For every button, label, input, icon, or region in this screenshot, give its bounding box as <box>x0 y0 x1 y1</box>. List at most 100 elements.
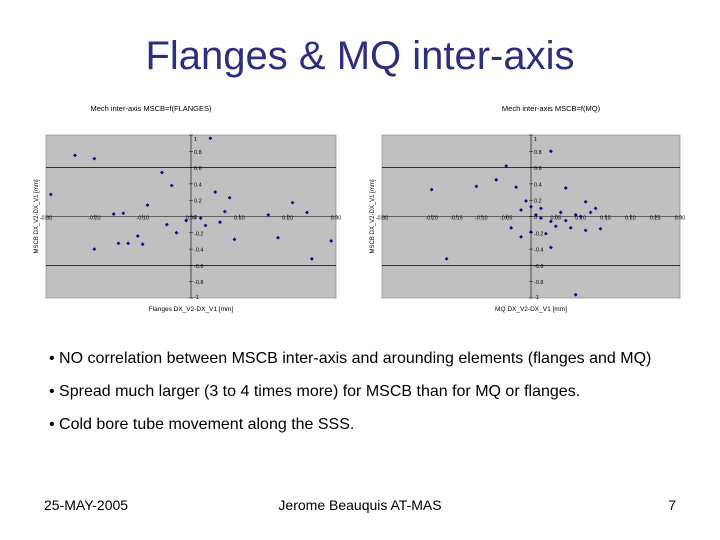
y-tick-label: 0.2 <box>534 199 542 205</box>
data-point <box>121 211 126 216</box>
y-tick-label: 0.8 <box>194 150 202 156</box>
data-point <box>598 226 603 231</box>
data-point <box>198 216 203 221</box>
data-point <box>534 212 538 217</box>
y-axis-label: MSCB DX_V2-DX_V1 [mm] <box>370 179 376 253</box>
y-tick-label: 1 <box>534 137 537 143</box>
x-tick-label: 0.15 <box>600 216 611 222</box>
data-point <box>519 208 523 212</box>
y-tick-label: -0.8 <box>534 280 543 286</box>
x-tick-label: -0.20 <box>88 216 101 222</box>
x-tick-label: 0.20 <box>282 216 293 222</box>
data-point <box>203 223 208 228</box>
data-point <box>429 187 434 192</box>
data-point <box>169 183 174 188</box>
x-tick-label: -0.05 <box>500 216 513 222</box>
chart-title: Mech inter-axis MSCB=f(FLANGES) <box>90 104 212 113</box>
data-point <box>184 218 189 223</box>
data-point <box>583 199 588 204</box>
data-point <box>266 212 271 217</box>
data-point <box>164 222 169 227</box>
data-point <box>92 247 97 251</box>
y-tick-label: 0 <box>534 215 537 221</box>
data-point <box>509 226 514 230</box>
y-tick-label: 0 <box>194 215 197 221</box>
y-tick-label: -0.8 <box>194 280 203 286</box>
data-point <box>558 210 563 215</box>
x-tick-label: -0.30 <box>376 216 389 222</box>
data-point <box>519 234 523 239</box>
slide-title: Flanges & MQ inter-axis <box>145 34 575 78</box>
data-point <box>305 210 309 215</box>
data-point <box>329 239 334 243</box>
data-point <box>548 149 553 154</box>
data-point <box>48 192 53 197</box>
data-point <box>539 216 543 221</box>
data-point <box>290 200 295 205</box>
data-point <box>309 256 314 261</box>
footer-date: 25-MAY-2005 <box>44 497 129 513</box>
scatter-chart-flanges: Mech inter-axis MSCB=f(FLANGES) -1 -0.8 -0.… <box>34 104 342 313</box>
data-point <box>548 245 553 250</box>
data-point <box>573 212 578 217</box>
x-tick-label: 0.30 <box>331 216 342 222</box>
y-tick-label: -0.2 <box>194 231 203 237</box>
bullet-item: • NO correlation between MSCB inter-axis… <box>49 350 652 367</box>
data-point <box>222 209 227 214</box>
chart-flanges: Mech inter-axis MSCB=f(FLANGES) -1 -0.8 -0.… <box>30 100 344 325</box>
chart-title: Mech inter-axis MSCB=f(MQ) <box>502 104 601 113</box>
y-tick-label: 0.6 <box>194 166 202 172</box>
data-point <box>218 220 222 225</box>
data-point <box>504 164 509 168</box>
y-tick-label: -0.4 <box>534 248 543 254</box>
data-point <box>563 218 568 223</box>
data-point <box>539 206 543 211</box>
y-tick-label: -0.6 <box>194 264 203 270</box>
data-point <box>474 184 479 189</box>
y-tick-label: -0.6 <box>534 264 543 270</box>
data-point <box>160 170 164 175</box>
data-point <box>573 292 578 297</box>
data-point <box>514 185 518 190</box>
data-point <box>116 241 121 246</box>
x-tick-label: 0.10 <box>234 216 245 222</box>
data-point <box>548 219 553 224</box>
data-point <box>563 186 568 190</box>
bullet-item: • Cold bore tube movement along the SSS. <box>49 416 355 433</box>
data-point <box>232 237 237 242</box>
x-tick-label: 0.10 <box>575 216 586 222</box>
chart-mq: Mech inter-axis MSCB=f(MQ) -1 -0.8 -0.6 -0.4… <box>368 100 688 325</box>
data-point <box>174 230 179 235</box>
data-point <box>578 214 583 219</box>
data-point <box>73 153 77 158</box>
y-axis-label: MSCB DX_V2-DX_V1 [mm] <box>34 179 40 253</box>
data-point <box>126 241 131 246</box>
data-point <box>444 256 449 261</box>
data-point <box>568 226 573 230</box>
data-point <box>553 224 558 229</box>
x-tick-label: -0.15 <box>450 216 463 222</box>
data-point <box>583 228 588 233</box>
x-tick-label: -0.10 <box>136 216 149 222</box>
y-tick-label: -1 <box>194 295 199 301</box>
y-tick-label: 0.6 <box>534 166 542 172</box>
data-point <box>529 230 533 234</box>
x-tick-label: 0.00 <box>186 216 197 222</box>
data-point <box>529 204 533 209</box>
x-tick-label: -0.10 <box>475 216 488 222</box>
data-point <box>140 242 145 247</box>
bullet-list: • NO correlation between MSCB inter-axis… <box>49 348 669 447</box>
y-tick-label: 0.2 <box>194 199 202 205</box>
x-axis-label: MQ DX_V2-DX_V1 [mm] <box>495 306 567 313</box>
x-tick-label: 0.20 <box>625 216 636 222</box>
y-tick-label: 0.4 <box>194 182 202 188</box>
data-point <box>544 231 548 236</box>
data-point <box>145 203 150 207</box>
x-tick-label: 0.30 <box>675 216 686 222</box>
y-tick-label: 0.4 <box>534 182 542 188</box>
y-tick-label: -0.2 <box>534 231 543 237</box>
x-tick-label: 0.25 <box>650 216 661 222</box>
data-point <box>593 206 598 211</box>
data-point <box>213 190 218 194</box>
data-point <box>111 212 116 216</box>
